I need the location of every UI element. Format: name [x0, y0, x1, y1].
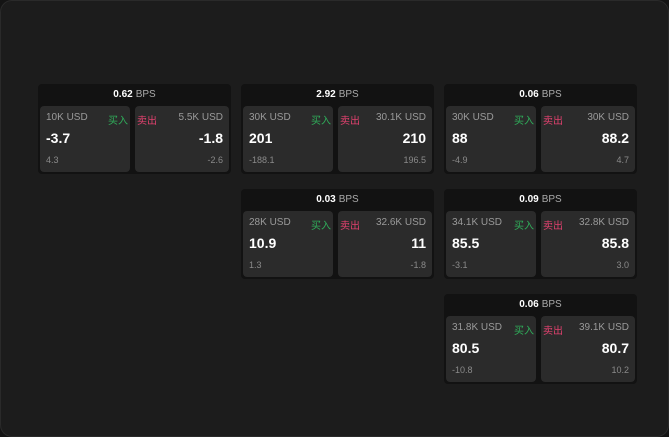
spread-unit: BPS [338, 194, 359, 205]
sell-price: 210 [402, 130, 426, 146]
sell-change: 10.2 [611, 365, 629, 375]
buy-quantity: 31.8K USD [452, 322, 503, 333]
sell-quantity: 32.8K USD [578, 217, 629, 228]
buy-price: 85.5 [452, 235, 480, 251]
buy-label: 买入 [311, 221, 331, 232]
buy-panel[interactable]: 34.1K USD 买入 85.5 -3.1 [446, 211, 536, 277]
spread-unit: BPS [135, 89, 156, 100]
sell-label: 卖出 [340, 116, 360, 127]
buy-price: 88 [452, 130, 468, 146]
quote-card: 2.92 BPS 30K USD 买入 201 -188.1 卖出 30.1K U… [241, 84, 434, 174]
buy-label: 买入 [514, 116, 534, 127]
spread-header: 0.09 BPS [444, 189, 637, 210]
sell-label: 卖出 [543, 116, 563, 127]
sell-quantity: 30K USD [587, 112, 629, 123]
sell-label: 卖出 [137, 116, 157, 127]
spread-header: 0.06 BPS [444, 294, 637, 315]
buy-panel[interactable]: 28K USD 买入 10.9 1.3 [243, 211, 333, 277]
quote-card: 0.06 BPS 31.8K USD 买入 80.5 -10.8 卖出 39.1K… [444, 294, 637, 384]
sell-panel[interactable]: 卖出 30.1K USD 210 196.5 [338, 106, 432, 172]
buy-quantity: 30K USD [452, 112, 494, 123]
buy-price: 80.5 [452, 340, 480, 356]
quote-card: 0.06 BPS 30K USD 买入 88 -4.9 卖出 30K USD 88… [444, 84, 637, 174]
spread-header: 0.62 BPS [38, 84, 231, 105]
sell-price: -1.8 [198, 130, 223, 146]
sell-panel[interactable]: 卖出 32.6K USD 11 -1.8 [338, 211, 432, 277]
buy-change: -4.9 [452, 155, 468, 165]
spread-header: 0.03 BPS [241, 189, 434, 210]
sell-label: 卖出 [543, 221, 563, 232]
spread-value: 0.09 [519, 194, 539, 205]
buy-panel[interactable]: 31.8K USD 买入 80.5 -10.8 [446, 316, 536, 382]
spread-unit: BPS [541, 299, 562, 310]
buy-quantity: 28K USD [249, 217, 291, 228]
buy-change: -188.1 [249, 155, 275, 165]
spread-value: 0.06 [519, 89, 539, 100]
sell-panel[interactable]: 卖出 30K USD 88.2 4.7 [541, 106, 635, 172]
sell-price: 80.7 [601, 340, 629, 356]
quote-card: 0.62 BPS 10K USD 买入 -3.7 4.3 卖出 5.5K USD … [38, 84, 231, 174]
buy-panel[interactable]: 30K USD 买入 201 -188.1 [243, 106, 333, 172]
sell-change: 3.0 [616, 260, 629, 270]
buy-quantity: 10K USD [46, 112, 88, 123]
buy-change: -10.8 [452, 365, 473, 375]
buy-change: 4.3 [46, 155, 59, 165]
sell-label: 卖出 [340, 221, 360, 232]
sell-quantity: 32.6K USD [375, 217, 426, 228]
sell-change: -2.6 [207, 155, 223, 165]
buy-change: -3.1 [452, 260, 468, 270]
buy-change: 1.3 [249, 260, 262, 270]
sell-quantity: 30.1K USD [375, 112, 426, 123]
spread-value: 0.06 [519, 299, 539, 310]
quote-card: 0.09 BPS 34.1K USD 买入 85.5 -3.1 卖出 32.8K … [444, 189, 637, 279]
buy-panel[interactable]: 30K USD 买入 88 -4.9 [446, 106, 536, 172]
sell-change: 4.7 [616, 155, 629, 165]
sell-panel[interactable]: 卖出 32.8K USD 85.8 3.0 [541, 211, 635, 277]
sell-quantity: 5.5K USD [178, 112, 223, 123]
buy-label: 买入 [514, 221, 534, 232]
spread-unit: BPS [338, 89, 359, 100]
sell-price: 85.8 [601, 235, 629, 251]
sell-label: 卖出 [543, 326, 563, 337]
sell-panel[interactable]: 卖出 39.1K USD 80.7 10.2 [541, 316, 635, 382]
sell-quantity: 39.1K USD [578, 322, 629, 333]
spread-value: 2.92 [316, 89, 336, 100]
buy-label: 买入 [311, 116, 331, 127]
buy-price: 201 [249, 130, 273, 146]
buy-quantity: 34.1K USD [452, 217, 503, 228]
spread-header: 2.92 BPS [241, 84, 434, 105]
sell-change: 196.5 [403, 155, 426, 165]
spread-unit: BPS [541, 89, 562, 100]
sell-panel[interactable]: 卖出 5.5K USD -1.8 -2.6 [135, 106, 229, 172]
spread-unit: BPS [541, 194, 562, 205]
buy-label: 买入 [514, 326, 534, 337]
spread-value: 0.03 [316, 194, 336, 205]
spread-header: 0.06 BPS [444, 84, 637, 105]
sell-price: 88.2 [601, 130, 629, 146]
spread-value: 0.62 [113, 89, 133, 100]
buy-panel[interactable]: 10K USD 买入 -3.7 4.3 [40, 106, 130, 172]
buy-quantity: 30K USD [249, 112, 291, 123]
buy-price: 10.9 [249, 235, 277, 251]
sell-price: 11 [411, 235, 426, 251]
sell-change: -1.8 [410, 260, 426, 270]
buy-price: -3.7 [46, 130, 71, 146]
buy-label: 买入 [108, 116, 128, 127]
quote-card: 0.03 BPS 28K USD 买入 10.9 1.3 卖出 32.6K USD… [241, 189, 434, 279]
